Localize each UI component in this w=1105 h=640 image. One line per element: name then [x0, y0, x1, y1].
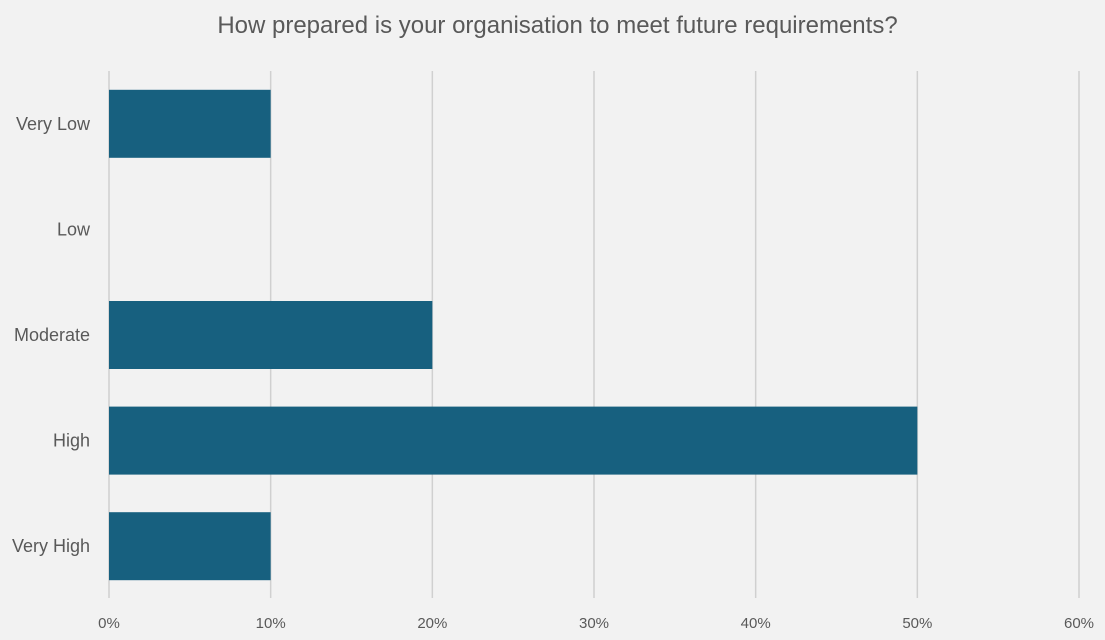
- y-category-label: Moderate: [14, 325, 90, 345]
- bar: [109, 406, 918, 475]
- x-tick-label: 50%: [902, 615, 932, 632]
- x-tick-label: 10%: [256, 615, 286, 632]
- bar: [109, 512, 271, 581]
- x-tick-label: 20%: [417, 615, 447, 632]
- y-category-label: High: [53, 431, 90, 451]
- bar: [109, 89, 271, 158]
- y-category-label: Very High: [12, 536, 90, 556]
- y-category-label: Very Low: [16, 114, 91, 134]
- x-tick-label: 30%: [579, 615, 609, 632]
- bar: [109, 301, 433, 369]
- x-tick-label: 40%: [741, 615, 771, 632]
- chart-title: How prepared is your organisation to mee…: [217, 12, 898, 39]
- y-category-label: Low: [57, 219, 91, 239]
- x-tick-label: 0%: [98, 615, 120, 632]
- x-tick-label: 60%: [1064, 615, 1094, 632]
